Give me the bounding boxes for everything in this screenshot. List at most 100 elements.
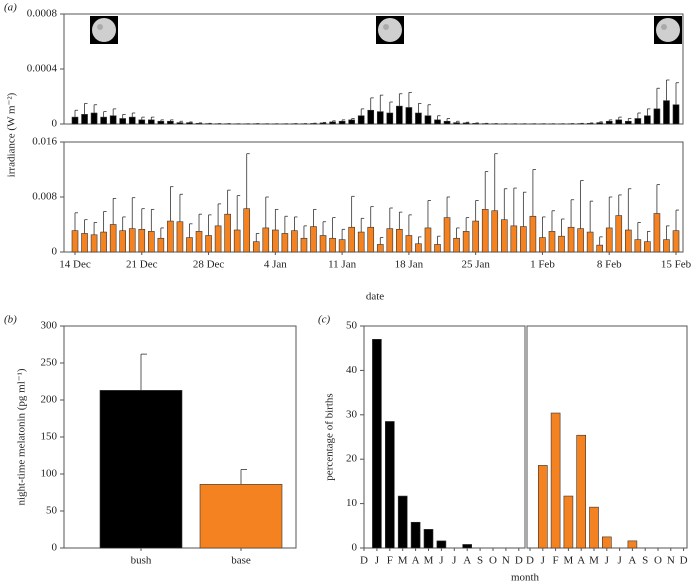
x-tick-label: M <box>398 555 408 567</box>
x-tick-label: S <box>477 555 483 567</box>
bar <box>157 120 165 125</box>
bar <box>376 111 384 125</box>
x-tick-label: 1 Feb <box>530 259 555 271</box>
x-tick-label: J <box>605 555 610 567</box>
bar <box>243 208 251 253</box>
panel-label: (a) <box>4 2 17 14</box>
bar <box>605 120 613 125</box>
y-tick-label: 20 <box>346 453 358 465</box>
bar <box>199 484 283 549</box>
bar <box>415 112 422 125</box>
y-tick-label: 0 <box>52 246 58 258</box>
x-tick-label: A <box>628 555 636 567</box>
x-tick-label: 25 Jan <box>461 259 490 271</box>
x-axis-label: date <box>366 291 384 303</box>
bar <box>436 540 447 549</box>
bar <box>672 104 680 125</box>
bar <box>405 235 413 253</box>
bar <box>310 226 317 253</box>
bar <box>550 412 561 549</box>
bar <box>386 228 394 253</box>
bar <box>329 237 336 253</box>
bar <box>537 465 548 549</box>
bar <box>653 213 661 253</box>
bar <box>453 122 460 125</box>
bar <box>634 118 642 125</box>
y-axis-label: irradiance (W m⁻²) <box>6 92 18 177</box>
bar <box>109 115 117 125</box>
x-tick-label: O <box>489 555 497 567</box>
bar <box>348 226 355 253</box>
bar <box>338 239 346 253</box>
bar <box>205 235 212 253</box>
x-tick-label: J <box>375 555 380 567</box>
bar <box>148 119 155 125</box>
bar <box>167 220 174 253</box>
bar <box>596 244 603 253</box>
bar <box>625 120 632 125</box>
x-tick-label: S <box>642 555 648 567</box>
bar <box>100 116 107 125</box>
y-tick-label: 30 <box>346 408 358 420</box>
bar <box>357 115 365 125</box>
bar <box>90 234 98 253</box>
x-tick-label: J <box>452 555 457 567</box>
y-tick-label: 0.016 <box>32 136 57 148</box>
bar <box>520 226 527 253</box>
x-tick-label: J <box>617 555 622 567</box>
y-tick-label: 200 <box>41 394 58 406</box>
bar <box>500 219 508 253</box>
bar <box>396 229 403 253</box>
bar <box>319 235 327 253</box>
x-tick-label: N <box>667 555 675 567</box>
x-tick-label: A <box>577 555 585 567</box>
bar <box>434 244 441 253</box>
x-tick-label: F <box>553 555 559 567</box>
bar <box>281 233 289 253</box>
bar <box>291 230 298 253</box>
y-tick-label: 100 <box>41 468 58 480</box>
bar <box>99 390 183 549</box>
bar <box>167 120 174 125</box>
y-axis-label: night-time melatonin (pg ml⁻¹) <box>16 368 28 505</box>
x-tick-label: 18 Jan <box>395 259 424 271</box>
x-tick-label: bush <box>131 555 152 567</box>
bar <box>357 231 365 253</box>
x-tick-label: M <box>589 555 599 567</box>
x-tick-label: D <box>526 555 534 567</box>
bar <box>338 120 346 125</box>
y-tick-label: 0.008 <box>32 191 57 203</box>
bar <box>128 228 136 253</box>
bar <box>586 231 594 253</box>
bar <box>462 544 473 549</box>
bar <box>90 112 98 125</box>
bar <box>148 231 155 253</box>
moon-icons <box>90 16 682 44</box>
bar <box>424 115 432 125</box>
x-tick-label: D <box>515 555 523 567</box>
bar <box>625 229 632 253</box>
bar <box>627 540 638 549</box>
bar <box>81 114 88 125</box>
x-axis-label: month <box>511 572 540 584</box>
bar <box>348 119 355 125</box>
bar <box>563 495 574 549</box>
bar <box>214 225 222 253</box>
bar <box>472 220 479 253</box>
y-tick-label: 150 <box>41 431 58 443</box>
bar <box>596 122 603 125</box>
bar <box>367 109 375 125</box>
bar <box>567 226 575 253</box>
x-tick-label: 8 Feb <box>597 259 622 271</box>
x-tick-label: F <box>387 555 393 567</box>
bar <box>410 521 421 549</box>
bar <box>615 119 623 125</box>
bar <box>615 215 623 253</box>
bar <box>310 123 317 125</box>
bar <box>472 123 479 125</box>
x-tick-label: J <box>541 555 546 567</box>
bar <box>434 119 441 125</box>
bar <box>176 221 184 253</box>
bar <box>539 237 546 253</box>
bar <box>586 123 594 125</box>
